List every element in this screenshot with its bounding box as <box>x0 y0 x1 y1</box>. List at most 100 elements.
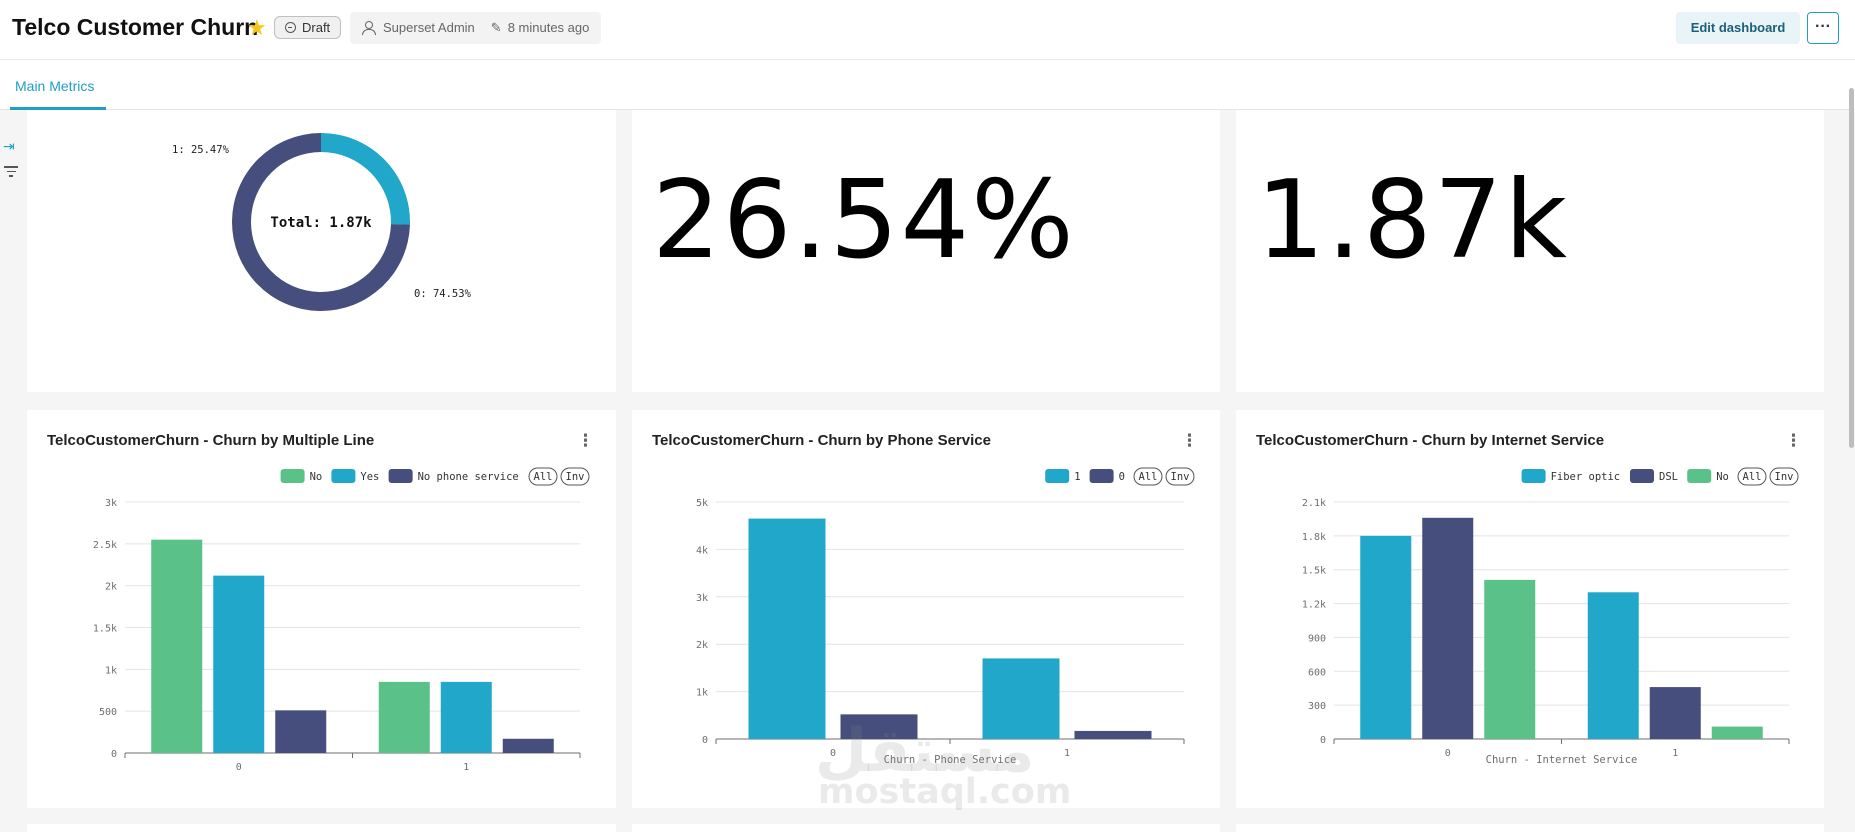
y-tick-label: 1.2k <box>1302 600 1326 611</box>
user-icon <box>362 21 376 35</box>
legend-control-label: All <box>534 471 553 483</box>
legend-swatch[interactable] <box>1630 469 1654 483</box>
bar-no-0[interactable] <box>1484 579 1536 739</box>
chart-menu-icon[interactable]: ⋮ <box>1785 431 1802 450</box>
edit-dashboard-button[interactable]: Edit dashboard <box>1676 12 1800 44</box>
multiple-line-card: TelcoCustomerChurn - Churn by Multiple L… <box>27 410 616 808</box>
modified-time: 8 minutes ago <box>507 20 590 35</box>
legend-control-label: All <box>1743 471 1762 483</box>
star-icon[interactable]: ★ <box>247 15 267 40</box>
chart-menu-icon[interactable]: ⋮ <box>1181 431 1198 450</box>
row3-card-1 <box>27 824 616 832</box>
chart-title: TelcoCustomerChurn - Churn by Internet S… <box>1256 432 1605 449</box>
y-tick-label: 2.5k <box>93 540 117 551</box>
chart-menu-icon[interactable]: ⋮ <box>577 431 594 450</box>
legend-swatch[interactable] <box>388 469 413 483</box>
legend-swatch[interactable] <box>1521 469 1546 483</box>
draft-icon <box>285 22 296 33</box>
churn-rate-card: 26.54% <box>632 110 1220 392</box>
bar-0-0[interactable] <box>840 714 918 739</box>
legend-label[interactable]: 1 <box>1074 471 1080 483</box>
donut-slice-1[interactable] <box>321 133 410 225</box>
x-tick-label: 1 <box>1064 748 1070 759</box>
row3-card-3 <box>1236 824 1824 832</box>
legend-control-inv[interactable] <box>560 467 590 486</box>
y-tick-label: 0 <box>1320 735 1326 746</box>
y-tick-label: 4k <box>696 545 708 556</box>
bar-no-1[interactable] <box>378 681 430 753</box>
donut-slice-label-1: 1: 25.47% <box>172 144 230 156</box>
bar-1-1[interactable] <box>982 658 1060 739</box>
legend-control-inv[interactable] <box>1165 467 1195 486</box>
bar-dsl-0[interactable] <box>1422 517 1474 739</box>
churned-count-card: 1.87k <box>1236 110 1824 392</box>
active-tab-indicator <box>10 107 106 110</box>
y-tick-label: 1k <box>696 688 708 699</box>
legend-swatch[interactable] <box>1045 469 1070 483</box>
bar-yes-0[interactable] <box>213 575 265 753</box>
legend-swatch[interactable] <box>1687 469 1712 483</box>
legend-control-all[interactable] <box>1737 467 1767 486</box>
owner-name: Superset Admin <box>383 20 475 35</box>
legend-control-all[interactable] <box>1133 467 1163 486</box>
bar-no-1[interactable] <box>1711 726 1763 739</box>
bar-fiber-optic-1[interactable] <box>1587 592 1639 739</box>
more-options-button[interactable]: ··· <box>1807 12 1839 44</box>
multiple-line-bar-chart: 0 500 1k 1.5k 2k 2.5k 3k 0 1 No Yes No phone servic… <box>93 467 590 773</box>
phone-service-card: TelcoCustomerChurn - Churn by Phone Serv… <box>632 410 1220 808</box>
y-tick-label: 600 <box>1308 667 1326 678</box>
bar-0-1[interactable] <box>1074 730 1152 739</box>
bar-1-0[interactable] <box>748 518 826 739</box>
legend-swatch[interactable] <box>331 469 356 483</box>
churned-count-value: 1.87k <box>1256 158 1570 283</box>
donut-chart-card: Total: 1.87k 1: 25.47% 0: 74.53% <box>27 110 616 392</box>
bar-no-phone-service-1[interactable] <box>502 738 554 753</box>
expand-filters-icon[interactable]: ⇥ <box>3 138 15 154</box>
filter-icon[interactable] <box>4 166 18 178</box>
internet-service-bar-chart: 0 300 600 900 1.2k 1.5k 1.8k 2.1k 0 1 Churn - Inte… <box>1302 467 1799 766</box>
y-tick-label: 300 <box>1308 701 1326 712</box>
legend-label[interactable]: No <box>1716 471 1729 483</box>
internet-service-card: TelcoCustomerChurn - Churn by Internet S… <box>1236 410 1824 808</box>
bar-dsl-1[interactable] <box>1649 687 1701 739</box>
y-tick-label: 2.1k <box>1302 498 1326 509</box>
scrollbar-thumb[interactable] <box>1849 88 1854 448</box>
y-tick-label: 5k <box>696 498 708 509</box>
churn-rate-value: 26.54% <box>652 158 1076 283</box>
y-tick-label: 2k <box>696 640 708 651</box>
donut-center-label: Total: 1.87k <box>270 215 372 231</box>
x-tick-label: 0 <box>830 748 836 759</box>
tab-main-metrics[interactable]: Main Metrics <box>15 78 95 94</box>
row3-card-2 <box>632 824 1220 832</box>
chart-title: TelcoCustomerChurn - Churn by Multiple L… <box>47 432 375 449</box>
y-tick-label: 1.5k <box>1302 566 1326 577</box>
y-tick-label: 3k <box>696 593 708 604</box>
legend-label[interactable]: DSL <box>1659 471 1678 483</box>
legend-control-all[interactable] <box>528 467 558 486</box>
legend-label[interactable]: Fiber optic <box>1551 471 1621 483</box>
y-tick-label: 1.5k <box>93 624 117 635</box>
status-badge[interactable]: Draft <box>274 16 342 39</box>
y-tick-label: 1.8k <box>1302 532 1326 543</box>
x-axis-label: Churn - Internet Service <box>1486 754 1638 766</box>
x-tick-label: 1 <box>1672 748 1678 759</box>
legend-control-inv[interactable] <box>1769 467 1799 486</box>
legend-label[interactable]: Yes <box>360 471 379 483</box>
legend-label[interactable]: 0 <box>1119 471 1125 483</box>
y-tick-label: 900 <box>1308 633 1326 644</box>
legend-label[interactable]: No <box>310 471 323 483</box>
legend-control-label: Inv <box>1171 471 1190 483</box>
bar-no-phone-service-0[interactable] <box>275 710 327 753</box>
dashboard-header: Telco Customer Churn ★ Draft Superset Ad… <box>0 0 1855 60</box>
y-tick-label: 2k <box>105 582 117 593</box>
dashboard-title[interactable]: Telco Customer Churn <box>12 14 259 40</box>
bar-no-0[interactable] <box>151 539 203 753</box>
watermark-arabic: مستقل <box>815 716 1035 786</box>
chart-title: TelcoCustomerChurn - Churn by Phone Serv… <box>652 432 991 449</box>
bar-yes-1[interactable] <box>440 681 492 753</box>
legend-swatch[interactable] <box>280 469 305 483</box>
legend-label[interactable]: No phone service <box>418 471 519 483</box>
legend-swatch[interactable] <box>1089 469 1114 483</box>
tab-bar: Main Metrics <box>0 60 1855 110</box>
bar-fiber-optic-0[interactable] <box>1360 535 1412 739</box>
